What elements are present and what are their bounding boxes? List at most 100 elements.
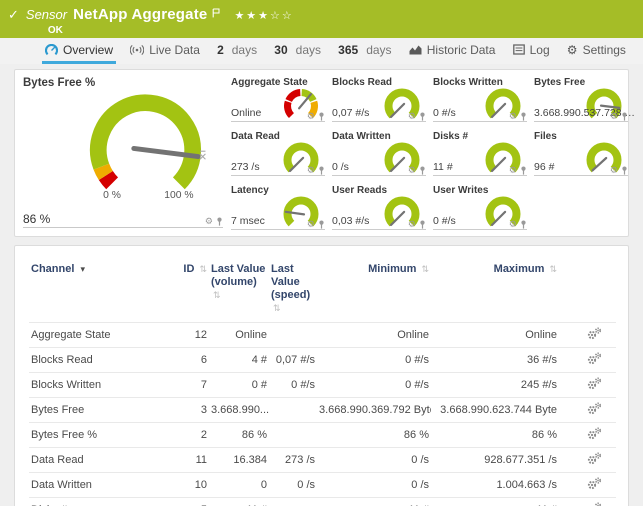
gauge-settings-icon[interactable]: ⚙: [306, 165, 315, 175]
channels-panel: Channel ▾ ID ⇅ Last Value (volume) ⇅ Last Va…: [14, 245, 629, 506]
cell-last_volume: 11 #: [209, 497, 269, 506]
tab-historic-data[interactable]: Historic Data: [406, 38, 499, 64]
mini-gauge: [379, 140, 425, 181]
gauge-pin-icon[interactable]: [216, 217, 223, 226]
live-data-icon: [130, 44, 145, 55]
sensor-banner: ✓ Sensor NetApp Aggregate ★★★☆☆ OK: [0, 0, 643, 38]
priority-stars[interactable]: ★★★☆☆: [234, 10, 294, 22]
cell-actions[interactable]: [559, 347, 616, 373]
flag-icon[interactable]: [212, 5, 220, 23]
cell-actions[interactable]: [559, 397, 616, 423]
gauge-settings-icon[interactable]: ⚙: [609, 165, 618, 175]
col-header-maximum[interactable]: Maximum ⇅: [493, 263, 557, 275]
mini-gauge: [278, 86, 324, 127]
gauge-min-label: 0 %: [103, 190, 121, 201]
cell-maximum: Online: [431, 322, 559, 348]
gauge-settings-icon[interactable]: ⚙: [609, 111, 618, 121]
gauge-pin-icon[interactable]: [520, 166, 527, 175]
col-header-channel[interactable]: Channel ▾: [31, 263, 85, 275]
gauge-settings-icon[interactable]: ⚙: [306, 111, 315, 121]
gauge-pin-icon[interactable]: [419, 166, 426, 175]
mini-gauge: [480, 194, 526, 235]
gauge-label: Data Written: [332, 131, 391, 142]
tab-365-days[interactable]: 365 days: [338, 42, 392, 57]
cell-actions[interactable]: [559, 422, 616, 448]
gauge-tile-files: Files 96 # ⚙: [534, 131, 628, 176]
gauge-pin-icon[interactable]: [621, 166, 628, 175]
gauge-pin-icon[interactable]: [419, 112, 426, 121]
cell-maximum: 36 #/s: [431, 347, 559, 373]
gauge-settings-icon[interactable]: ⚙: [204, 216, 213, 226]
tab-2-days[interactable]: 2 days: [217, 42, 258, 57]
tab-log[interactable]: Log: [510, 38, 553, 64]
col-header-last_volume[interactable]: Last Value (volume) ⇅: [211, 263, 266, 300]
gauge-settings-icon[interactable]: ⚙: [508, 165, 517, 175]
gauge-pin-icon[interactable]: [318, 112, 325, 121]
gauge-pin-icon[interactable]: [419, 220, 426, 229]
table-row-data-written: Data Written 10 0 0 /s 0 /s 1.004.663 /s: [29, 472, 616, 498]
cell-minimum: 11 #: [317, 497, 431, 506]
col-header-id[interactable]: ID ⇅: [183, 263, 207, 275]
gauge-label: Blocks Written: [433, 77, 503, 88]
table-row-blocks-read: Blocks Read 6 4 #0,07 #/s 0 #/s 36 #/s: [29, 347, 616, 373]
main-gauge-tools: ⚙: [205, 217, 223, 226]
channel-settings-icon[interactable]: [587, 477, 602, 490]
gauge-settings-icon[interactable]: ⚙: [407, 111, 416, 121]
cell-actions[interactable]: [559, 372, 616, 398]
gauge-settings-icon[interactable]: ⚙: [508, 219, 517, 229]
status-check-icon: ✓: [8, 7, 19, 22]
gauge-label: Bytes Free: [534, 77, 586, 88]
cell-actions[interactable]: [559, 447, 616, 473]
cell-last_volume: 4 #: [209, 347, 269, 373]
channel-settings-icon[interactable]: [587, 352, 602, 365]
channel-settings-icon[interactable]: [587, 502, 602, 506]
gauge-settings-icon[interactable]: ⚙: [508, 111, 517, 121]
channel-settings-icon[interactable]: [587, 452, 602, 465]
mini-gauge: [480, 86, 526, 127]
cell-channel: Blocks Written: [29, 372, 159, 398]
object-kind-label: Sensor: [25, 7, 68, 22]
cell-actions[interactable]: [559, 322, 616, 348]
main-gauge: 0 % 100 %: [59, 87, 223, 210]
cell-last_volume: 0 #: [209, 372, 269, 398]
col-header-last_speed[interactable]: Last Value (speed) ⇅: [271, 263, 311, 313]
gauge-pin-icon[interactable]: [318, 220, 325, 229]
sort-icon: ⇅: [549, 264, 557, 274]
tab-overview[interactable]: Overview: [42, 38, 117, 64]
channel-settings-icon[interactable]: [587, 377, 602, 390]
cell-maximum: 928.677.351 /s: [431, 447, 559, 473]
channel-settings-icon[interactable]: [587, 327, 602, 340]
tab-live-data[interactable]: Live Data: [127, 38, 203, 64]
channel-settings-icon[interactable]: [587, 427, 602, 440]
gauge-settings-icon[interactable]: ⚙: [306, 219, 315, 229]
cell-channel: Bytes Free %: [29, 422, 159, 448]
gauge-pin-icon[interactable]: [520, 112, 527, 121]
tab-settings[interactable]: ⚙ Settings: [566, 42, 626, 57]
channel-settings-icon[interactable]: [587, 402, 602, 415]
gauge-tile-disks: Disks # 11 # ⚙: [433, 131, 527, 176]
cell-actions[interactable]: [559, 497, 616, 506]
gauge-pin-icon[interactable]: [520, 220, 527, 229]
cell-last_speed: 273 /s: [269, 447, 317, 473]
col-header-minimum[interactable]: Minimum ⇅: [368, 263, 429, 275]
table-row-bytes-free: Bytes Free % 2 86 % 86 % 86 %: [29, 422, 616, 448]
tab-30-days[interactable]: 30 days: [274, 42, 321, 57]
gauge-settings-icon[interactable]: ⚙: [407, 165, 416, 175]
cell-minimum: Online: [317, 322, 431, 348]
gauge-settings-icon[interactable]: ⚙: [407, 219, 416, 229]
gauge-pin-icon[interactable]: [318, 166, 325, 175]
mini-gauge: [278, 140, 324, 181]
gauge-pin-icon[interactable]: [621, 112, 628, 121]
cell-actions[interactable]: [559, 472, 616, 498]
gauge-value: 273 /s: [231, 161, 260, 173]
cell-last_speed: [269, 497, 317, 506]
cell-last_speed: [269, 322, 317, 348]
historic-data-icon: [409, 45, 422, 55]
cell-last_volume: 86 %: [209, 422, 269, 448]
cell-id: 12: [159, 322, 209, 348]
cell-id: 7: [159, 372, 209, 398]
cell-channel: Blocks Read: [29, 347, 159, 373]
mini-gauge: [379, 194, 425, 235]
gauge-tile-latency: Latency 7 msec ⚙: [231, 185, 325, 230]
